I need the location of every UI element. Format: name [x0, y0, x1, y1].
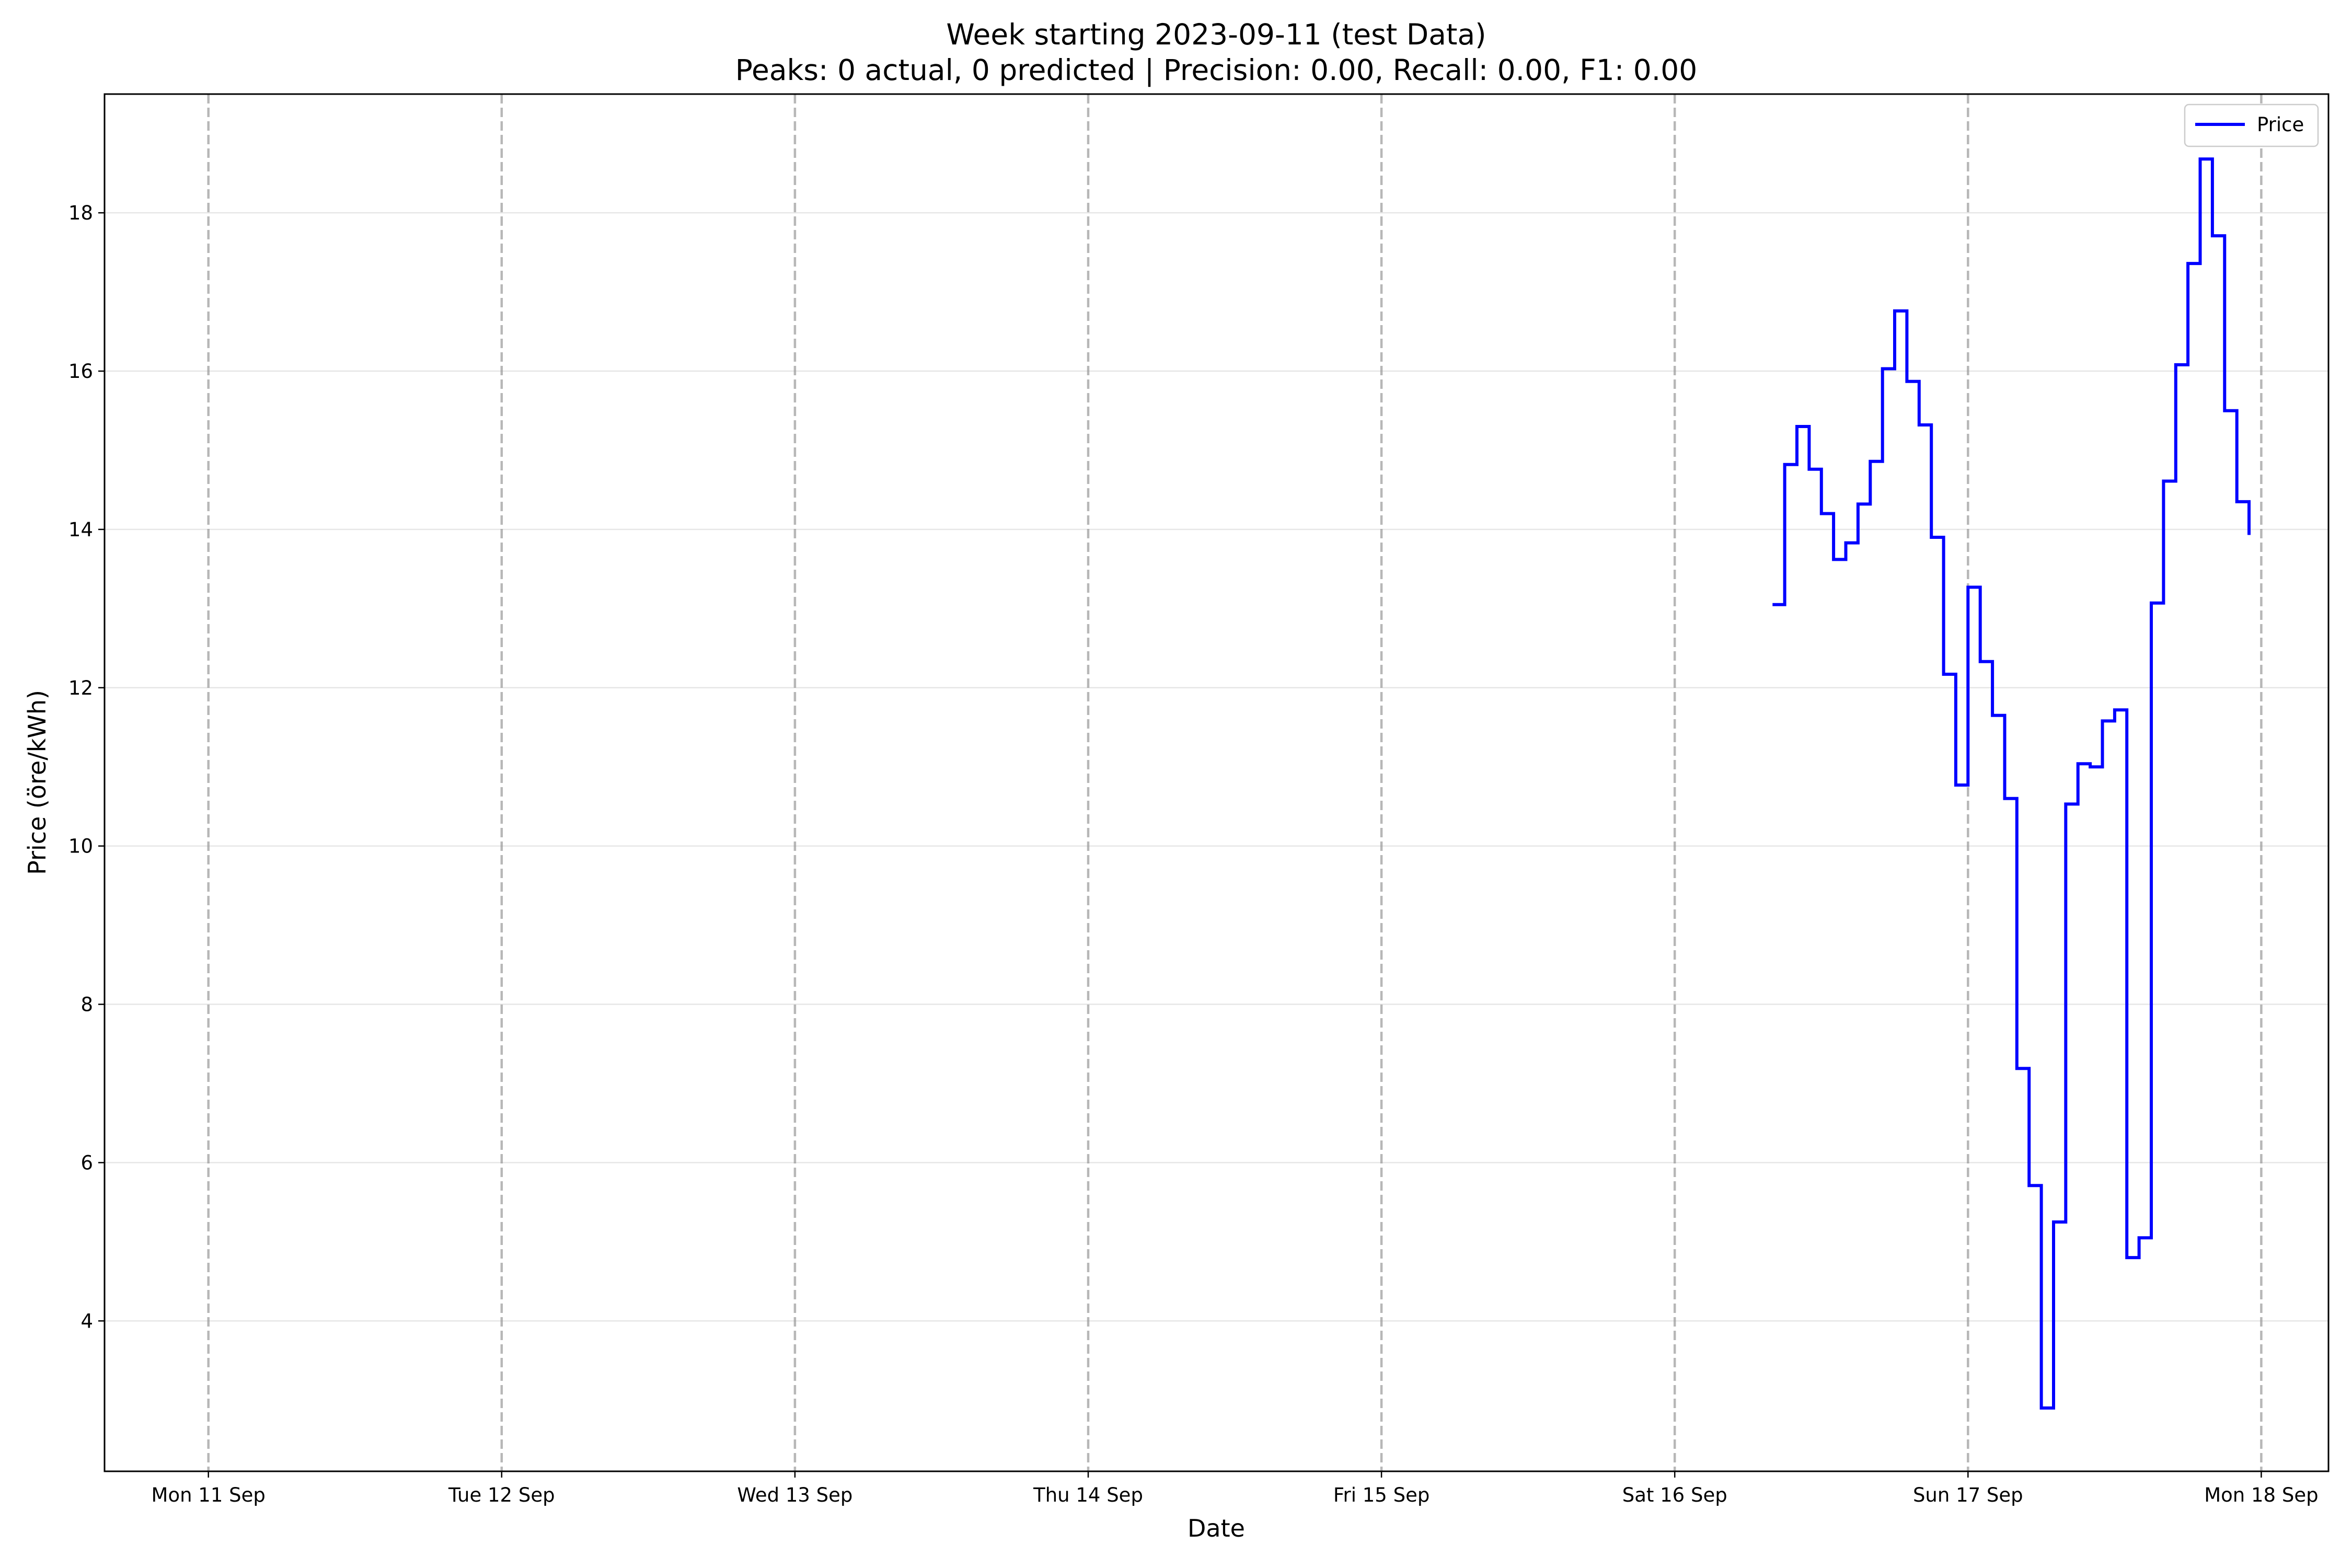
series-layer — [1772, 157, 2251, 1410]
y-tick-label-4: 4 — [80, 1310, 93, 1332]
y-tick-label-12: 12 — [68, 677, 93, 699]
x-tick-label-2023-09-12: Tue 12 Sep — [448, 1484, 555, 1506]
x-axis-label: Date — [1187, 1514, 1245, 1542]
legend-box — [2184, 103, 2319, 147]
x-tick-label-2023-09-17: Sun 17 Sep — [1913, 1484, 2023, 1506]
x-tick-label-2023-09-18: Mon 18 Sep — [2204, 1484, 2318, 1506]
x-tick-label-2023-09-11: Mon 11 Sep — [152, 1484, 266, 1506]
y-tick-label-16: 16 — [68, 360, 93, 383]
x-axis-ticks: Mon 11 Sep Tue 12 Sep Wed 13 Sep Thu 14 Sep… — [152, 1471, 2319, 1506]
legend-label-price: Price — [2257, 113, 2304, 136]
y-tick-label-10: 10 — [68, 835, 93, 858]
chart-subtitle: Peaks: 0 actual, 0 predicted | Precision… — [735, 53, 1697, 87]
x-tick-label-2023-09-15: Fri 15 Sep — [1333, 1484, 1429, 1506]
y-axis-label: Price (öre/kWh) — [23, 690, 51, 875]
x-tick-label-2023-09-13: Wed 13 Sep — [737, 1484, 852, 1506]
y-tick-label-18: 18 — [68, 202, 93, 224]
x-tick-label-2023-09-16: Sat 16 Sep — [1622, 1484, 1727, 1506]
y-tick-label-6: 6 — [80, 1151, 93, 1174]
y-tick-label-14: 14 — [68, 518, 93, 541]
chart-title: Week starting 2023-09-11 (test Data) — [946, 18, 1486, 51]
x-tick-label-2023-09-14: Thu 14 Sep — [1033, 1484, 1143, 1506]
y-axis-ticks: 4 6 8 10 12 14 16 18 — [68, 202, 105, 1332]
day-marker-lines — [207, 94, 2263, 1471]
grid-lines — [105, 212, 2328, 1322]
y-tick-label-8: 8 — [80, 994, 93, 1016]
legend: Price — [2184, 103, 2319, 147]
plot-frame — [103, 93, 2330, 1472]
series-line-price — [1772, 157, 2251, 1410]
